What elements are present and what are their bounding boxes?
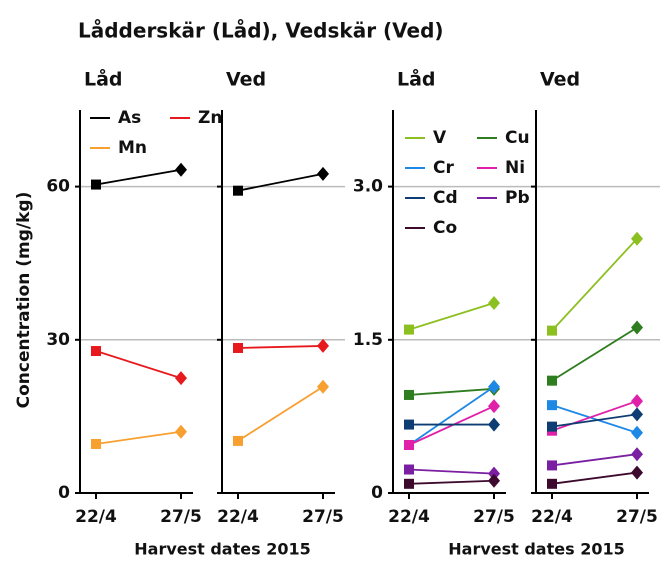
- series-line: [237, 172, 324, 192]
- series-line: [408, 479, 495, 485]
- marker: [547, 460, 557, 471]
- x-axis-label: Harvest dates 2015: [134, 540, 310, 559]
- marker: [317, 379, 329, 394]
- marker: [233, 435, 243, 446]
- series-line: [408, 386, 495, 446]
- series-line: [95, 168, 182, 186]
- x-tick-label: 27/5: [302, 507, 344, 527]
- marker: [547, 375, 557, 386]
- x-tick-label: 22/4: [217, 507, 259, 527]
- marker: [233, 185, 243, 196]
- marker: [631, 407, 643, 422]
- marker: [631, 447, 643, 462]
- x-tick-label: 22/4: [531, 507, 573, 527]
- x-axis-label: Harvest dates 2015: [448, 540, 624, 559]
- marker: [404, 478, 414, 489]
- series-line: [551, 453, 638, 467]
- marker: [547, 478, 557, 489]
- x-tick-label: 22/4: [75, 507, 117, 527]
- legend-label: Pb: [505, 188, 530, 208]
- legend-label: Cu: [505, 128, 530, 148]
- series-line: [551, 471, 638, 485]
- series-line: [95, 350, 182, 379]
- x-tick-label: 27/5: [473, 507, 515, 527]
- y-tick-label: 1.5: [353, 330, 383, 350]
- marker: [488, 399, 500, 414]
- series-line: [408, 405, 495, 446]
- marker: [233, 342, 243, 353]
- series-line: [551, 400, 638, 432]
- marker: [91, 346, 101, 357]
- panel-title: Låd: [397, 67, 436, 91]
- panel-title: Låd: [84, 67, 123, 91]
- y-tick-label: 0: [371, 483, 383, 503]
- figure-title: Lådderskär (Låd), Vedskär (Ved): [78, 19, 444, 43]
- y-tick-label: 3.0: [353, 177, 383, 197]
- legend-label: As: [118, 108, 141, 128]
- marker: [404, 389, 414, 400]
- series-line: [408, 302, 495, 331]
- series-line: [408, 468, 495, 475]
- marker: [175, 424, 187, 439]
- series-line: [408, 387, 495, 396]
- marker: [488, 466, 500, 481]
- y-axis-label: Concentration (mg/kg): [14, 192, 34, 409]
- x-tick-label: 22/4: [388, 507, 430, 527]
- legend-label: Zn: [198, 108, 222, 128]
- legend-label: Mn: [118, 138, 147, 158]
- marker: [631, 394, 643, 409]
- marker: [488, 417, 500, 432]
- marker: [631, 320, 643, 335]
- marker: [175, 162, 187, 177]
- marker: [488, 296, 500, 311]
- marker: [404, 324, 414, 335]
- series-line: [551, 413, 638, 428]
- legend-label: V: [433, 128, 447, 148]
- series-line: [551, 238, 638, 332]
- marker: [404, 464, 414, 475]
- legend-label: Ni: [505, 158, 525, 178]
- marker: [547, 400, 557, 411]
- marker: [404, 439, 414, 450]
- x-tick-label: 27/5: [160, 507, 202, 527]
- legend-label: Cd: [433, 188, 458, 208]
- legend-label: Co: [433, 218, 457, 238]
- series-line: [551, 404, 638, 434]
- y-tick-label: 30: [46, 330, 70, 350]
- marker: [547, 421, 557, 432]
- series-line: [237, 386, 324, 442]
- marker: [91, 179, 101, 190]
- panel-title: Ved: [226, 69, 266, 91]
- series-line: [237, 345, 324, 349]
- marker: [631, 465, 643, 480]
- marker: [91, 438, 101, 449]
- y-tick-label: 0: [58, 483, 70, 503]
- marker: [488, 379, 500, 394]
- marker: [547, 325, 557, 336]
- marker: [404, 419, 414, 430]
- panel-title: Ved: [540, 69, 580, 91]
- marker: [631, 231, 643, 246]
- y-tick-label: 60: [46, 177, 70, 197]
- marker: [317, 166, 329, 181]
- series-line: [551, 326, 638, 382]
- marker: [317, 338, 329, 353]
- marker: [631, 425, 643, 440]
- marker: [175, 371, 187, 386]
- marker: [488, 473, 500, 488]
- legend-label: Cr: [433, 158, 454, 178]
- x-tick-label: 27/5: [616, 507, 658, 527]
- series-line: [95, 430, 182, 445]
